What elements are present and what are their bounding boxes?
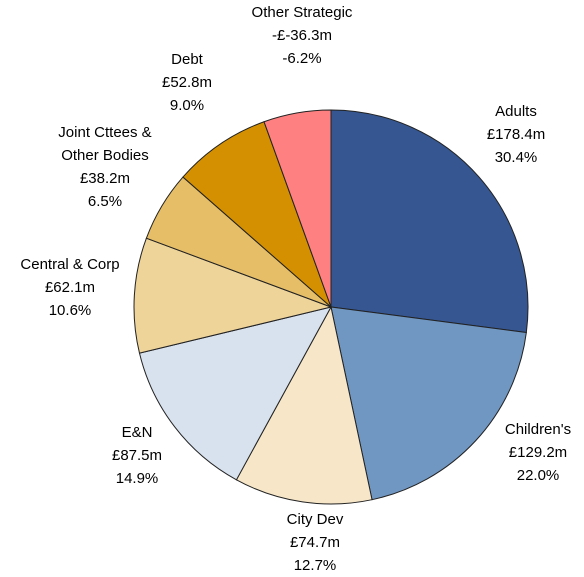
slice-label: Other Strategic -£-36.3m -6.2% <box>252 1 353 70</box>
pie-slice <box>330 306 527 501</box>
category-label: City Dev <box>286 511 344 528</box>
percent-label: 10.6% <box>48 302 92 319</box>
category-label: Other Strategic <box>251 4 353 21</box>
pie-slice <box>138 306 332 481</box>
slice-label: Debt £52.8m 9.0% <box>162 48 212 117</box>
percent-label: 6.5% <box>87 193 123 210</box>
percent-label: 30.4% <box>494 149 538 166</box>
slice-label: Central & Corp £62.1m 10.6% <box>20 253 119 322</box>
slice-label: E&N £87.5m 14.9% <box>112 421 162 490</box>
slice-label: Adults £178.4m 30.4% <box>487 100 545 169</box>
amount-label: £38.2m <box>79 170 131 187</box>
amount-label: £52.8m <box>161 74 213 91</box>
amount-label: £87.5m <box>111 447 163 464</box>
pie-slice <box>182 121 332 308</box>
percent-label: 14.9% <box>115 470 159 487</box>
pie-slice <box>263 109 332 308</box>
percent-label: 22.0% <box>516 467 560 484</box>
amount-label: £74.7m <box>289 534 341 551</box>
percent-label: 12.7% <box>293 557 337 574</box>
pie-slice <box>133 237 333 354</box>
slice-label: City Dev £74.7m 12.7% <box>287 508 344 577</box>
slice-label: Children's £129.2m 22.0% <box>505 418 571 487</box>
amount-label: £129.2m <box>508 444 568 461</box>
amount-label: £62.1m <box>44 279 96 296</box>
category-label: Debt <box>171 51 203 68</box>
category-label: Children's <box>504 421 572 438</box>
category-label: Joint Cttees & Other Bodies <box>58 124 152 164</box>
pie-slice <box>235 305 373 505</box>
category-label: E&N <box>121 424 153 441</box>
category-label: Central & Corp <box>20 256 120 273</box>
category-label: Adults <box>495 103 537 120</box>
slice-label: Joint Cttees & Other Bodies £38.2m 6.5% <box>40 121 170 213</box>
percent-label: 9.0% <box>169 97 205 114</box>
amount-label: -£-36.3m <box>271 27 333 44</box>
pie-slice <box>330 109 529 334</box>
percent-label: -6.2% <box>282 50 322 67</box>
amount-label: £178.4m <box>486 126 546 143</box>
